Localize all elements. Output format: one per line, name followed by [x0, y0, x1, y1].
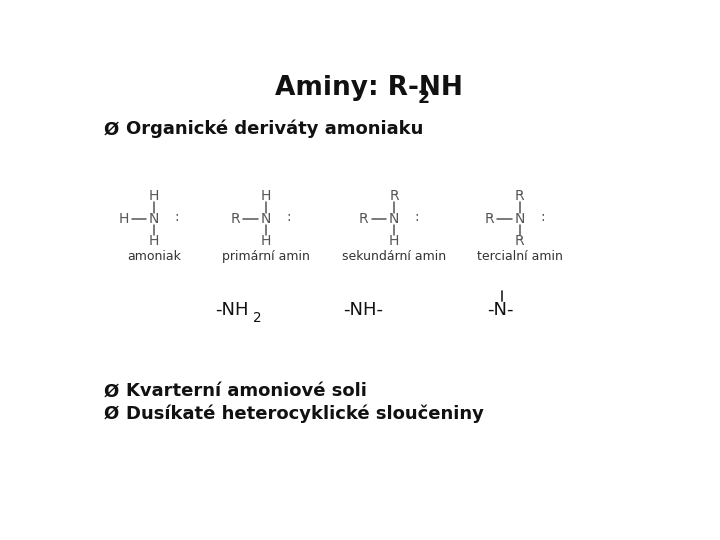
- Text: Dusíkaté heterocyklické sloučeniny: Dusíkaté heterocyklické sloučeniny: [126, 405, 484, 423]
- Text: R: R: [515, 189, 524, 203]
- Text: 2: 2: [253, 312, 261, 326]
- Text: Ø: Ø: [104, 405, 120, 423]
- Text: primární amin: primární amin: [222, 250, 310, 263]
- Text: Kvarterní amoniové soli: Kvarterní amoniové soli: [126, 382, 367, 400]
- Text: :: :: [540, 210, 544, 224]
- Text: amoniak: amoniak: [127, 250, 181, 263]
- Text: -N-: -N-: [487, 301, 513, 319]
- Text: Ø: Ø: [104, 382, 120, 400]
- Text: H: H: [119, 212, 129, 226]
- Text: H: H: [261, 189, 271, 203]
- Text: :: :: [174, 210, 179, 224]
- Text: tercialní amin: tercialní amin: [477, 250, 562, 263]
- Text: R: R: [359, 212, 369, 226]
- Text: Organické deriváty amoniaku: Organické deriváty amoniaku: [126, 120, 423, 138]
- Text: H: H: [389, 234, 400, 248]
- Text: R: R: [390, 189, 399, 203]
- Text: 2: 2: [417, 89, 429, 107]
- Text: -NH-: -NH-: [343, 301, 384, 319]
- Text: -NH: -NH: [215, 301, 249, 319]
- Text: sekundární amin: sekundární amin: [342, 250, 446, 263]
- Text: :: :: [415, 210, 419, 224]
- Text: Ø: Ø: [104, 120, 120, 138]
- Text: N: N: [149, 212, 159, 226]
- Text: R: R: [485, 212, 494, 226]
- Text: H: H: [261, 234, 271, 248]
- Text: Aminy: R-NH: Aminy: R-NH: [275, 75, 463, 100]
- Text: H: H: [149, 189, 159, 203]
- Text: N: N: [515, 212, 525, 226]
- Text: :: :: [286, 210, 291, 224]
- Text: R: R: [230, 212, 240, 226]
- Text: N: N: [389, 212, 400, 226]
- Text: H: H: [149, 234, 159, 248]
- Text: N: N: [261, 212, 271, 226]
- Text: R: R: [515, 234, 524, 248]
